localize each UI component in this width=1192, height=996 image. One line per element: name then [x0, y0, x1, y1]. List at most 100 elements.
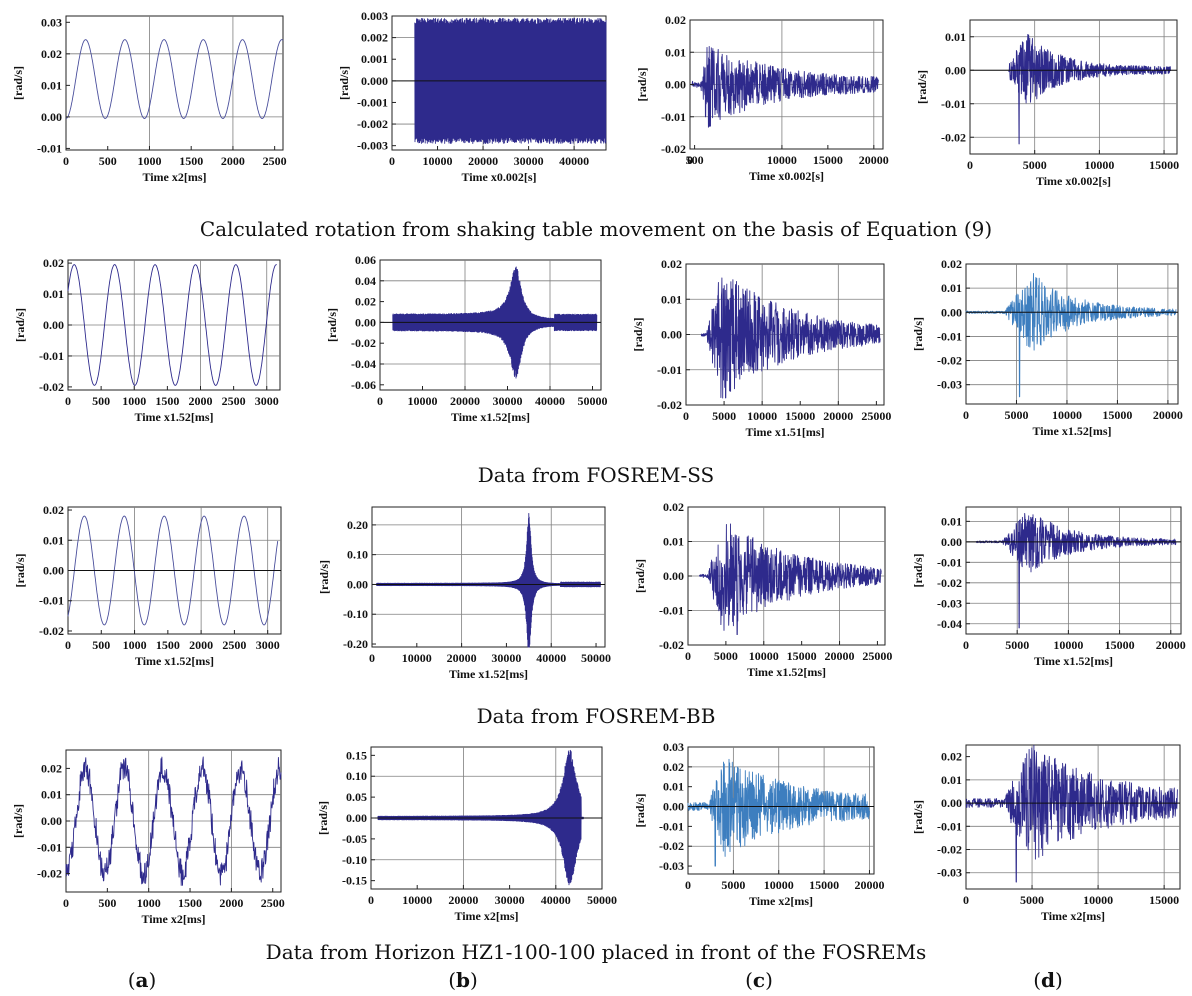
- y-tick-label: 0.10: [347, 548, 368, 562]
- y-tick-label: -0.01: [937, 819, 962, 833]
- y-tick-label: -0.02: [941, 130, 966, 144]
- y-tick-label: -0.10: [342, 853, 367, 867]
- y-tick-label: -0.01: [937, 329, 962, 343]
- y-tick-label: 0.10: [346, 769, 367, 783]
- series-line: [691, 46, 879, 128]
- y-tick-label: -0.03: [659, 859, 684, 873]
- x-tick-label: 0: [389, 154, 395, 168]
- x-tick-label: 20000: [825, 649, 855, 663]
- plot-frame: [65, 15, 284, 151]
- x-tick-label: 40000: [535, 394, 565, 408]
- x-tick-label: 0: [368, 893, 374, 907]
- y-tick-label: -0.20: [343, 637, 368, 651]
- y-tick-label: 0.000: [361, 74, 388, 88]
- y-tick-label: 0.02: [41, 761, 62, 775]
- y-tick-label: 0.03: [41, 15, 62, 29]
- y-tick-label: -0.01: [941, 97, 966, 111]
- y-axis-title: [rad/s]: [13, 554, 27, 588]
- y-tick-label: -0.02: [937, 843, 962, 857]
- x-tick-label: 0: [687, 153, 693, 167]
- y-tick-label: 0.003: [361, 9, 388, 23]
- y-axis-title: [rad/s]: [337, 66, 351, 100]
- y-tick-label: -0.03: [937, 866, 962, 880]
- x-axis-title: Time x1.52[ms]: [451, 410, 530, 424]
- y-tick-label: -0.01: [657, 363, 682, 377]
- x-tick-label: 0: [685, 649, 691, 663]
- y-tick-label: 0.05: [346, 790, 367, 804]
- y-tick-label: -0.06: [351, 378, 376, 392]
- x-tick-label: 15000: [813, 153, 843, 167]
- y-tick-label: 0.00: [941, 796, 962, 810]
- x-tick-label: 0: [963, 408, 969, 422]
- x-tick-label: 5000: [721, 878, 745, 892]
- y-tick-label: 0.02: [663, 500, 684, 514]
- y-axis-title: [rad/s]: [316, 801, 330, 835]
- x-tick-label: 500: [99, 154, 117, 168]
- x-tick-label: 0: [63, 154, 69, 168]
- x-tick-label: 2000: [189, 394, 213, 408]
- x-tick-label: 15000: [809, 878, 839, 892]
- series-line: [65, 39, 284, 119]
- x-tick-label: 0: [369, 651, 375, 665]
- y-axis-title: [rad/s]: [911, 800, 925, 834]
- y-axis-title: [rad/s]: [11, 66, 25, 100]
- x-tick-label: 20000: [450, 394, 480, 408]
- x-tick-label: 10000: [1052, 408, 1082, 422]
- x-tick-label: 10000: [423, 154, 453, 168]
- x-tick-label: 1500: [178, 896, 202, 910]
- plot-frame: [965, 744, 1181, 890]
- plot-frame: [379, 259, 602, 391]
- y-tick-label: 0.002: [361, 31, 388, 45]
- y-tick-label: 0.01: [665, 45, 686, 59]
- y-tick-label: 0.02: [43, 503, 64, 517]
- x-axis-title: Time x2[ms]: [141, 912, 205, 926]
- x-tick-label: 2500: [261, 896, 285, 910]
- y-tick-label: -0.02: [351, 336, 376, 350]
- series-line: [376, 512, 601, 648]
- x-tick-label: 50000: [578, 394, 608, 408]
- y-tick-label: -0.03: [937, 596, 962, 610]
- x-tick-label: 2500: [263, 154, 287, 168]
- plot-frame: [965, 506, 1182, 635]
- plot-frame: [685, 263, 885, 406]
- y-tick-label: 0.02: [661, 257, 682, 271]
- x-tick-label: 20000: [859, 153, 889, 167]
- y-tick-label: 0.02: [41, 47, 62, 61]
- y-tick-label: 0.00: [355, 315, 376, 329]
- x-tick-label: 5000: [1004, 408, 1028, 422]
- x-tick-label: 30000: [514, 154, 544, 168]
- series-line: [700, 277, 881, 399]
- x-tick-label: 2500: [222, 638, 246, 652]
- series-line: [687, 758, 870, 867]
- x-axis-title: Time x0.002[s]: [461, 170, 536, 184]
- y-tick-label: 0.04: [355, 274, 376, 288]
- x-axis-title: Time x0.002[s]: [1036, 174, 1111, 188]
- x-tick-label: 500: [92, 394, 110, 408]
- y-tick-label: -0.02: [659, 638, 684, 652]
- y-tick-label: 0.02: [43, 256, 64, 270]
- x-tick-label: 1000: [137, 896, 161, 910]
- plot-frame: [67, 506, 282, 635]
- y-tick-label: 0.01: [945, 30, 966, 44]
- y-tick-label: 0.01: [661, 292, 682, 306]
- y-tick-label: -0.15: [342, 874, 367, 888]
- x-tick-label: 30000: [493, 394, 523, 408]
- y-tick-label: 0.00: [663, 800, 684, 814]
- x-axis-title: Time x2[ms]: [1041, 909, 1105, 923]
- y-tick-label: -0.02: [39, 624, 64, 638]
- x-tick-label: 500: [686, 153, 704, 167]
- x-tick-label: 15000: [1149, 158, 1179, 172]
- plot-frame: [965, 263, 1179, 405]
- y-tick-label: 0.00: [663, 569, 684, 583]
- x-axis-title: Time x1.52[ms]: [134, 410, 213, 424]
- series-line: [67, 515, 279, 626]
- x-tick-label: 0: [685, 878, 691, 892]
- x-tick-label: 25000: [862, 649, 892, 663]
- y-tick-label: -0.001: [357, 95, 388, 109]
